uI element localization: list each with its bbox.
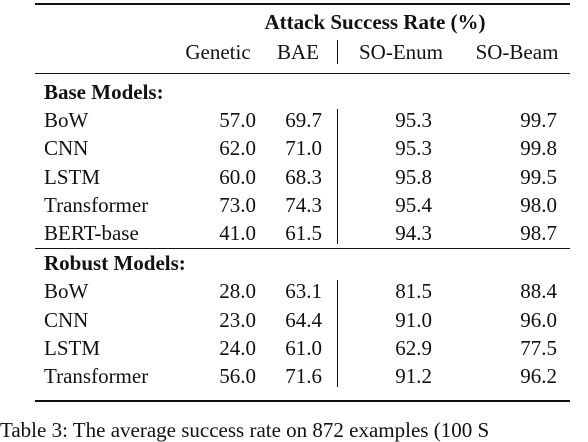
value-cell: 41.0	[219, 221, 256, 245]
model-name: BoW	[44, 279, 89, 304]
bottom-rule	[35, 400, 570, 402]
value-cell: 96.0	[520, 307, 557, 332]
value-cell: 69.7	[285, 108, 322, 133]
value-cell: 91.2	[395, 364, 432, 388]
value-cell: 95.3	[395, 136, 432, 161]
value-cell: 99.8	[520, 136, 557, 161]
value-cell: 98.0	[520, 192, 557, 217]
value-cell: 28.0	[219, 279, 256, 304]
header-separator	[337, 40, 338, 64]
group-label: Robust Models:	[44, 251, 186, 276]
value-cell: 64.4	[285, 307, 322, 332]
value-cell: 81.5	[395, 279, 432, 304]
value-cell: 62.0	[219, 136, 256, 161]
value-cell: 98.7	[520, 221, 557, 245]
column-header-bae: BAE	[277, 40, 319, 64]
model-name: CNN	[44, 307, 89, 332]
value-cell: 57.0	[219, 108, 256, 133]
model-name: BERT-base	[44, 221, 139, 245]
value-cell: 62.9	[395, 335, 432, 360]
column-separator	[337, 280, 338, 388]
value-cell: 71.0	[285, 136, 322, 161]
value-cell: 99.7	[520, 108, 557, 133]
value-cell: 71.6	[285, 364, 322, 388]
value-cell: 95.4	[395, 192, 432, 217]
value-cell: 91.0	[395, 307, 432, 332]
group-label: Base Models:	[44, 80, 164, 104]
value-cell: 60.0	[219, 164, 256, 189]
column-header-so-beam: SO-Beam	[475, 40, 559, 64]
value-cell: 61.0	[285, 335, 322, 360]
value-cell: 88.4	[520, 279, 557, 304]
table-caption: Table 3: The average success rate on 872…	[0, 418, 490, 442]
value-cell: 96.2	[520, 364, 557, 388]
value-cell: 63.1	[285, 279, 322, 304]
results-table: Attack Success Rate (%) Genetic BAE SO-E…	[0, 3, 570, 442]
value-cell: 95.3	[395, 108, 432, 133]
value-cell: 94.3	[395, 221, 432, 245]
value-cell: 95.8	[395, 164, 432, 189]
model-name: CNN	[44, 136, 89, 161]
group-rule	[35, 248, 570, 250]
model-name: BoW	[44, 108, 89, 133]
model-name: LSTM	[44, 335, 101, 360]
value-cell: 23.0	[219, 307, 256, 332]
value-cell: 61.5	[285, 221, 322, 245]
column-separator	[337, 109, 338, 245]
column-header-so-enum: SO-Enum	[359, 40, 443, 64]
super-header: Attack Success Rate (%)	[264, 10, 486, 34]
value-cell: 73.0	[219, 192, 256, 217]
top-rule	[35, 3, 570, 5]
value-cell: 77.5	[520, 335, 557, 360]
model-name: Transformer	[44, 192, 149, 217]
model-name: Transformer	[44, 364, 149, 388]
value-cell: 68.3	[285, 164, 322, 189]
header-rule	[35, 73, 570, 74]
value-cell: 74.3	[285, 192, 322, 217]
value-cell: 56.0	[219, 364, 256, 388]
model-name: LSTM	[44, 164, 101, 189]
value-cell: 24.0	[219, 335, 256, 360]
value-cell: 99.5	[520, 164, 557, 189]
column-header-genetic: Genetic	[185, 40, 251, 64]
